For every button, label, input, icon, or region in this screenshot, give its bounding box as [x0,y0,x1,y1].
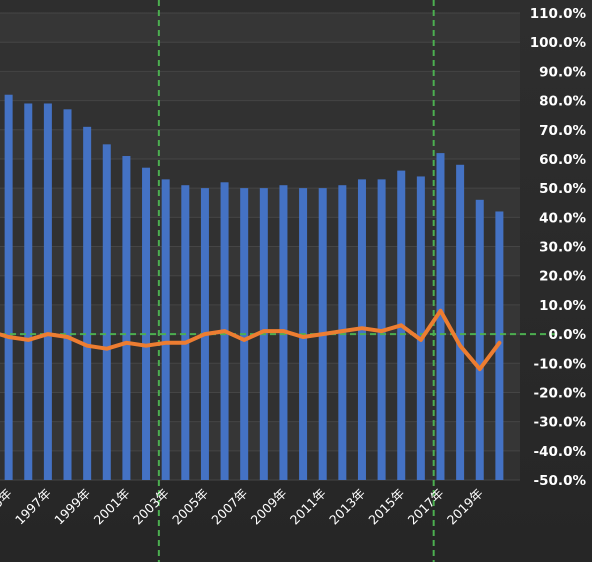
bar [456,164,465,480]
bar [63,109,72,480]
y-tick-label: -30.0% [534,415,587,431]
y-tick-label: 50.0% [539,181,586,197]
bar [436,153,445,480]
bar [475,199,484,481]
y-axis-tick-labels: 110.0% 100.0% 90.0% 80.0% 70.0% 60.0% 50.0% 40.… [530,6,587,489]
bar [83,126,92,481]
y-tick-label: 100.0% [530,35,587,51]
y-tick-label: 60.0% [539,152,586,168]
bar [416,176,425,480]
y-tick-label: 80.0% [539,94,586,110]
y-tick-label: 90.0% [539,64,586,80]
bar [24,103,33,480]
bar [102,144,111,480]
bar [4,94,13,480]
plot-band-stripe [0,71,520,101]
y-tick-label: 30.0% [539,240,586,256]
y-tick-label: -10.0% [534,356,587,372]
y-tick-label: 40.0% [539,210,586,226]
bar [122,156,131,481]
y-tick-label: -40.0% [534,444,587,460]
line-series [0,308,502,372]
bar [181,185,190,481]
y-tick-label: -50.0% [534,473,587,489]
y-tick-label: 70.0% [539,123,586,139]
y-tick-label: 10.0% [539,298,586,314]
plot-band-stripe [0,42,520,72]
y-tick-label: 110.0% [530,6,587,22]
y-tick-label: -20.0% [534,385,587,401]
bar [161,179,170,480]
y-tick-label: 20.0% [539,269,586,285]
plot-band-stripe [0,13,520,43]
y-tick-label: 0.0% [549,327,587,343]
bar [43,103,52,480]
reference-lines [0,0,555,562]
plot-band-stripe [0,100,520,130]
bar [142,167,151,480]
